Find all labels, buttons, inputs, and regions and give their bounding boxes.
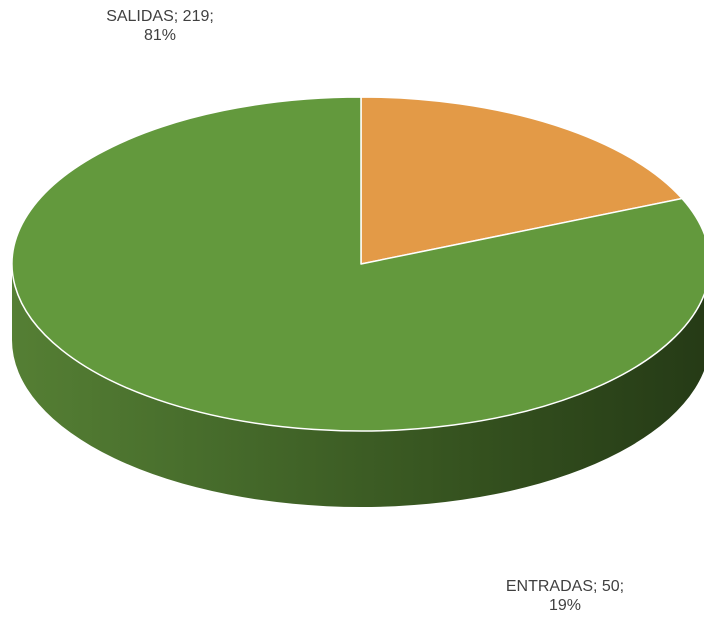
pie-slice-entradas <box>360 96 683 265</box>
pie-slice-salidas <box>11 96 704 432</box>
pie-sides <box>12 264 704 507</box>
data-label-entradas-line1: ENTRADAS; 50; <box>505 578 625 595</box>
data-label-entradas-line2: 19% <box>548 597 582 614</box>
data-label-salidas-line1: SALIDAS; 219; <box>106 8 214 25</box>
data-label-salidas-line2: 81% <box>143 27 177 44</box>
pie-tops <box>11 96 704 432</box>
pie-side-salidas <box>12 264 704 507</box>
data-label-entradas: ENTRADAS; 50; 19% <box>480 577 650 615</box>
data-label-salidas: SALIDAS; 219; 81% <box>75 7 245 45</box>
